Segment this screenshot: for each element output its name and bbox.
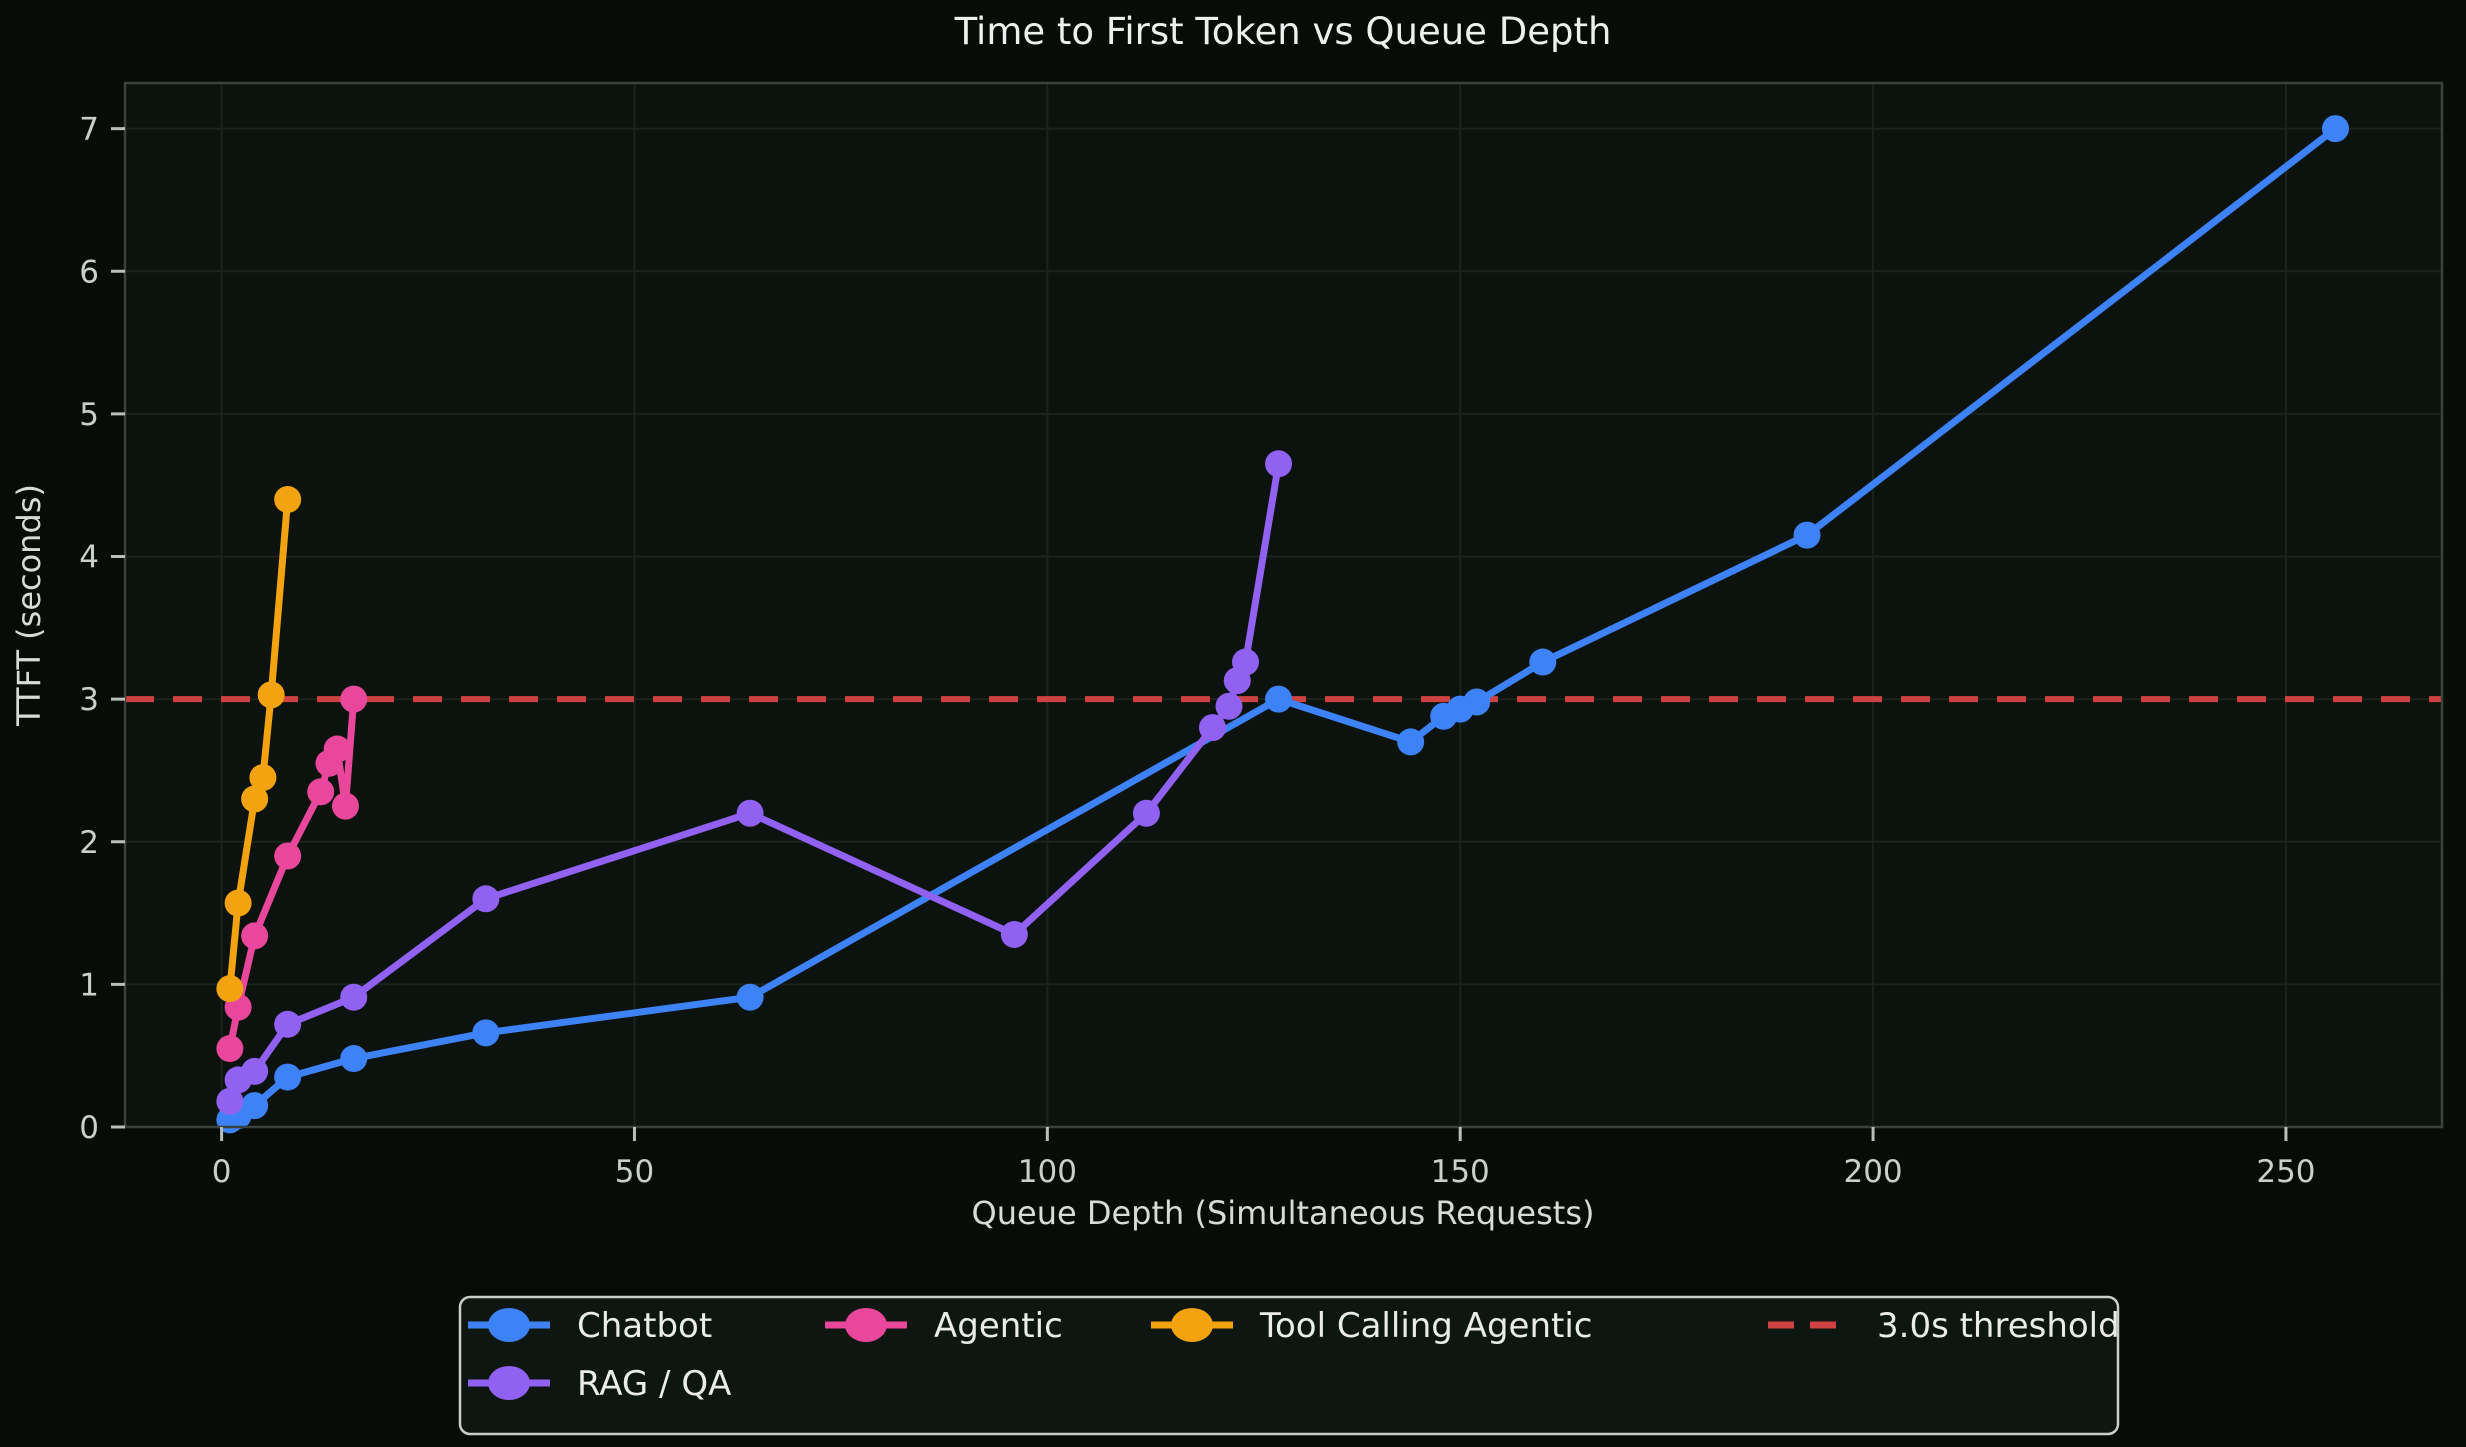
data-point-chatbot [2321, 115, 2349, 143]
x-tick-label: 0 [212, 1154, 232, 1190]
data-point-agentic [323, 735, 351, 763]
data-point-tool-calling-agentic [241, 785, 269, 813]
data-point-rag-qa [216, 1087, 244, 1115]
x-tick-label: 150 [1431, 1154, 1490, 1190]
data-point-tool-calling-agentic [274, 485, 302, 513]
data-point-rag-qa [241, 1057, 269, 1085]
data-point-rag-qa [1215, 692, 1243, 720]
data-point-agentic [216, 1035, 244, 1063]
data-point-chatbot [274, 1063, 302, 1091]
data-point-chatbot [1265, 685, 1293, 713]
legend-label: Agentic [934, 1306, 1063, 1346]
data-point-chatbot [1793, 521, 1821, 549]
legend-marker-dot [488, 1308, 530, 1342]
y-tick-label: 2 [79, 825, 99, 861]
data-point-agentic [241, 922, 269, 950]
legend-label: RAG / QA [577, 1364, 731, 1404]
legend-item-rag-qa: RAG / QA [468, 1364, 731, 1404]
x-tick-label: 200 [1843, 1154, 1902, 1190]
series-tool-calling-agentic [216, 485, 302, 1003]
y-tick-label: 6 [79, 254, 99, 290]
legend-item-agentic: Agentic [825, 1306, 1063, 1346]
chart-title: Time to First Token vs Queue Depth [954, 10, 1612, 53]
legend-marker-dot [488, 1366, 530, 1400]
data-point-rag-qa [1198, 714, 1226, 742]
data-point-agentic [331, 792, 359, 820]
y-tick-label: 5 [79, 397, 99, 433]
data-point-rag-qa [1265, 450, 1293, 478]
y-tick-label: 3 [79, 682, 99, 718]
data-point-tool-calling-agentic [216, 975, 244, 1003]
plot-background [125, 83, 2442, 1127]
x-axis-label: Queue Depth (Simultaneous Requests) [972, 1194, 1595, 1232]
legend-label: Chatbot [577, 1306, 712, 1346]
legend-item-chatbot: Chatbot [468, 1306, 712, 1346]
data-point-agentic [340, 685, 368, 713]
data-point-rag-qa [472, 885, 500, 913]
legend-marker-dot [1171, 1308, 1213, 1342]
legend-item-tool-calling-agentic: Tool Calling Agentic [1151, 1306, 1592, 1346]
x-tick-label: 250 [2256, 1154, 2315, 1190]
y-axis-label: TTFT (seconds) [10, 484, 48, 727]
y-tick-label: 7 [79, 112, 99, 148]
plot-area: 0 50 100 150 200 250 0 1 2 3 4 5 6 7 [79, 81, 2444, 1190]
data-point-tool-calling-agentic [257, 681, 285, 709]
data-point-agentic [307, 778, 335, 806]
data-point-chatbot [340, 1045, 368, 1073]
y-tick-label: 0 [79, 1110, 99, 1146]
data-point-rag-qa [736, 799, 764, 827]
y-tick-label: 1 [79, 967, 99, 1003]
data-point-rag-qa [1132, 799, 1160, 827]
legend-marker-dot [845, 1308, 887, 1342]
data-point-chatbot [1397, 728, 1425, 756]
data-point-chatbot [472, 1019, 500, 1047]
y-tick-label: 4 [79, 540, 99, 576]
data-point-rag-qa [340, 983, 368, 1011]
data-point-tool-calling-agentic [249, 764, 277, 792]
x-tick-label: 100 [1018, 1154, 1077, 1190]
data-point-chatbot [1463, 688, 1491, 716]
data-point-chatbot [736, 983, 764, 1011]
plot-border [123, 81, 2444, 1129]
data-point-rag-qa [1232, 648, 1260, 676]
legend-label: Tool Calling Agentic [1259, 1306, 1592, 1346]
axis-ticks: 0 50 100 150 200 250 0 1 2 3 4 5 6 7 [79, 112, 2315, 1190]
data-point-chatbot [241, 1092, 269, 1120]
legend-item-3.0s-threshold: 3.0s threshold [1768, 1306, 2120, 1346]
x-tick-label: 50 [615, 1154, 654, 1190]
legend-label: 3.0s threshold [1877, 1306, 2120, 1346]
legend: Chatbot Agentic Tool Calling Agentic 3.0s t… [458, 1295, 2120, 1436]
data-point-rag-qa [1000, 920, 1028, 948]
data-point-chatbot [1529, 648, 1557, 676]
series-rag-qa [216, 450, 1293, 1115]
series-agentic [216, 685, 368, 1063]
data-point-rag-qa [274, 1010, 302, 1038]
data-point-tool-calling-agentic [224, 889, 252, 917]
data-point-agentic [274, 842, 302, 870]
